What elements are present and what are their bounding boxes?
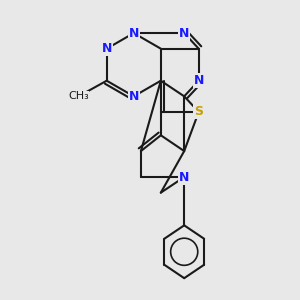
Text: N: N	[129, 27, 139, 40]
Text: N: N	[179, 171, 189, 184]
Text: N: N	[129, 90, 139, 103]
Text: S: S	[194, 105, 203, 119]
Text: N: N	[179, 27, 189, 40]
Text: N: N	[101, 42, 112, 55]
Text: N: N	[194, 74, 204, 87]
Text: CH₃: CH₃	[68, 91, 89, 101]
